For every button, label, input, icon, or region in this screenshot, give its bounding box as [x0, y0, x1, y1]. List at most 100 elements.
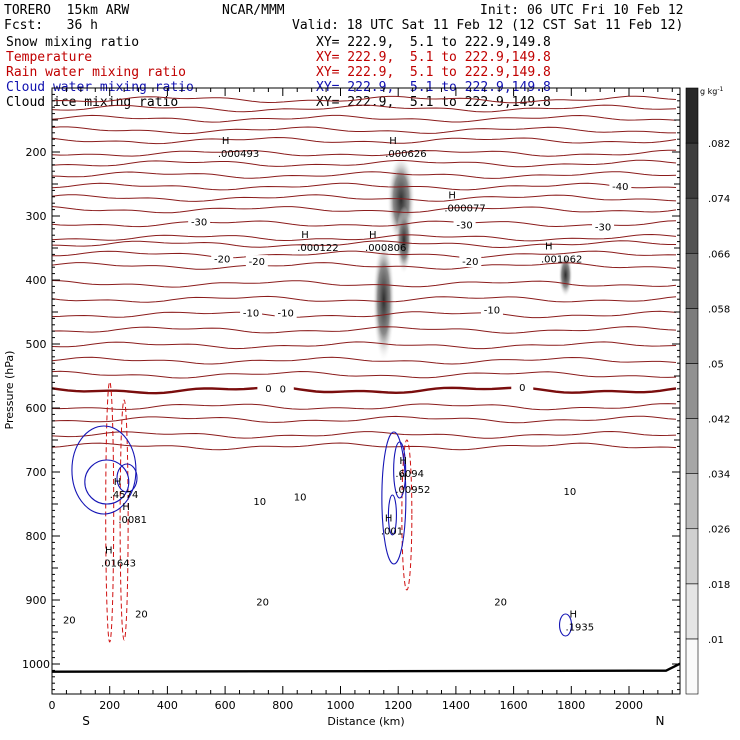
isotherm-label: 20: [135, 610, 148, 621]
distance-tick-label: 200: [99, 699, 120, 712]
isotherm-line: [51, 415, 677, 424]
temperature-contours: [51, 95, 677, 451]
rain-contour: [401, 439, 413, 591]
pressure-tick-label: 300: [26, 210, 47, 223]
pressure-tick-label: 700: [26, 466, 47, 479]
isotherm-line: [51, 295, 677, 303]
center-title: NCAR/MMM: [222, 3, 285, 18]
maxima-h-marker: H: [570, 610, 578, 621]
maxima-value: .0081: [118, 515, 147, 526]
isotherm-label: 10: [253, 497, 266, 508]
distance-tick-label: 1200: [384, 699, 412, 712]
cloud-water-contour: [84, 459, 130, 505]
maxima-value: .000626: [385, 149, 426, 160]
maxima-value: .00952: [395, 485, 430, 496]
isotherm-label: -20: [214, 255, 230, 266]
isotherm-line: [51, 310, 677, 319]
cloud-ice-shading: [372, 154, 573, 362]
isotherm-label: 20: [494, 598, 507, 609]
colorbar-unit: g kg-1: [700, 86, 724, 96]
isotherm-line: [51, 370, 677, 379]
isotherm-label-bg: [271, 382, 294, 395]
isotherm-line: [51, 430, 677, 439]
distance-tick-label: 1000: [327, 699, 355, 712]
distance-tick-label: 0: [49, 699, 56, 712]
pressure-tick-label: 800: [26, 530, 47, 543]
colorbar-label: .01: [708, 635, 724, 646]
north-label: N: [656, 714, 665, 728]
cloud-water-contour: [393, 441, 407, 499]
cloud-ice-shade: [372, 238, 395, 362]
temperature-contour-labels: -40-30 -30 -30-20 -20 -20-10 -10 -100 0 010 10102…: [58, 180, 632, 626]
isotherm-line: [51, 126, 676, 135]
pressure-tick-label: 400: [26, 274, 47, 287]
isotherm-label-bg: [511, 381, 534, 394]
maxima-h-marker: H: [105, 546, 113, 557]
distance-tick-label: 1800: [557, 699, 585, 712]
distance-axis: 0 200 400 600 800 1000 1200 1400 1600 1800 2000: [49, 88, 673, 712]
isotherm-label-bg: [274, 306, 297, 319]
colorbar-swatch: [685, 638, 699, 695]
isotherm-label-bg: [489, 595, 512, 608]
isotherm-label-bg: [248, 495, 271, 508]
isotherm-label: -30: [595, 223, 611, 234]
distance-tick-label: 600: [215, 699, 236, 712]
legend-temperature-label: Temperature: [6, 50, 93, 65]
cloud-water-contour: [116, 463, 138, 493]
isotherm-label: 0: [265, 384, 271, 395]
maxima-markers: H .000493 H .000626 H .000077 H .000122 H .000806…: [101, 136, 594, 634]
colorbar-swatch: [685, 418, 699, 474]
colorbar-swatch: [685, 363, 699, 419]
x-axis-label: Distance (km): [327, 715, 404, 728]
model-title: TORERO 15km ARW: [4, 3, 130, 18]
isotherm-label-bg: [188, 215, 211, 228]
maxima-h-marker: H: [399, 456, 407, 467]
isotherm-label-bg: [289, 490, 312, 503]
maxima-value: .001: [381, 527, 403, 538]
isotherm-line: [51, 356, 677, 365]
colorbar-label: .058: [708, 304, 730, 315]
distance-tick-label: 1400: [442, 699, 470, 712]
pressure-tick-label: 1000: [22, 658, 50, 671]
maxima-h-marker: H: [222, 136, 230, 147]
forecast-hour: Fcst: 36 h: [4, 18, 98, 33]
legend-cloud-ice-xy: XY= 222.9, 5.1 to 222.9,149.8: [316, 95, 551, 110]
legend-snow-label: Snow mixing ratio: [6, 35, 140, 50]
maxima-h-marker: H: [389, 136, 397, 147]
maxima-value: .1935: [566, 623, 595, 634]
colorbar-label: .026: [708, 525, 730, 536]
y-axis-label: Pressure (hPa): [3, 351, 16, 430]
isotherm-label-bg: [558, 484, 581, 497]
legend-rain-label: Rain water mixing ratio: [6, 65, 187, 80]
pressure-tick-label: 500: [26, 338, 47, 351]
isotherm-line: [51, 385, 677, 395]
cloud-ice-shade: [558, 253, 573, 297]
maxima-h-marker: H: [369, 230, 377, 241]
colorbar-label: .05: [708, 359, 724, 370]
plot-frame: [51, 87, 681, 695]
colorbar-swatch: [685, 252, 699, 309]
colorbar: .01 .018 .026 .034 .042 .05 .058 .066 .074 .082: [685, 87, 730, 695]
south-label: S: [82, 714, 90, 728]
pressure-tick-label: 600: [26, 402, 47, 415]
colorbar-swatch: [685, 583, 699, 640]
isotherm-line: [51, 95, 677, 104]
isotherm-label: 10: [294, 493, 307, 504]
isotherm-label: -10: [484, 306, 500, 317]
isotherm-label: -30: [456, 221, 472, 232]
isotherm-label: 20: [63, 615, 76, 626]
rain-contour: [119, 399, 129, 641]
maxima-value: .01643: [101, 559, 136, 570]
legend-cloud-ice-label: Cloud ice mixing ratio: [6, 95, 179, 110]
colorbar-label: .082: [708, 139, 730, 150]
isotherm-line: [51, 149, 677, 157]
colorbar-label: .034: [708, 470, 730, 481]
isotherm-line: [51, 280, 677, 288]
isotherm-label: -10: [278, 308, 294, 319]
maxima-value: .6094: [395, 469, 424, 480]
isotherm-label-bg: [130, 607, 153, 620]
maxima-value: .4574: [110, 490, 139, 501]
isotherm-label-bg: [251, 595, 274, 608]
valid-time: Valid: 18 UTC Sat 11 Feb 12 (12 CST Sat …: [292, 18, 684, 33]
terrain-line: [51, 662, 681, 673]
